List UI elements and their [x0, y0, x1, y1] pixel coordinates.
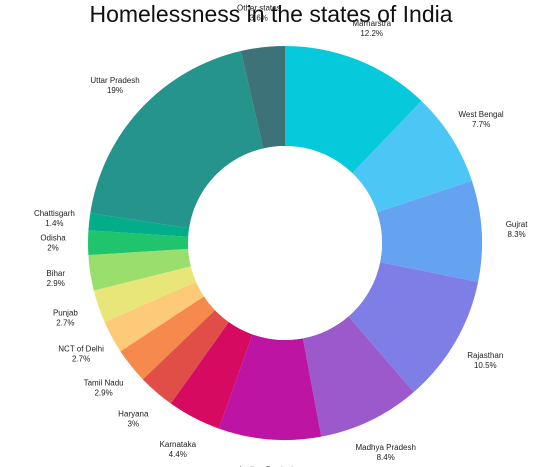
label-other-states: Other states 3.6%	[237, 4, 281, 23]
label-rajasthan: Rajasthan 10.5%	[467, 351, 503, 370]
slice-andhra-pradesh	[218, 334, 322, 440]
label-name: Punjab	[53, 309, 78, 318]
label-tamil-nadu: Tamil Nadu 2.9%	[84, 379, 124, 398]
label-value: 2%	[47, 244, 59, 253]
label-value: 2.7%	[56, 319, 74, 328]
label-value: 8.3%	[507, 230, 525, 239]
label-punjab: Punjab 2.7%	[53, 309, 78, 328]
slice-tamil-nadu	[120, 296, 215, 380]
label-name: Uttar Pradesh	[90, 76, 139, 85]
slice-uttar-pradesh	[90, 51, 264, 229]
label-value: 1.4%	[45, 219, 63, 228]
label-madhya-pradesh: Madhya Pradesh 8.4%	[355, 443, 415, 462]
label-name: Tamil Nadu	[84, 379, 124, 388]
label-value: 10.5%	[474, 361, 497, 370]
label-name: Rajasthan	[467, 351, 503, 360]
label-chattisgarh: Chattisgarh 1.4%	[34, 209, 75, 228]
label-value: 7.7%	[472, 120, 490, 129]
label-uttar-pradesh: Uttar Pradesh 19%	[90, 76, 139, 95]
label-name: Chattisgarh	[34, 209, 75, 218]
label-marharstra: Marharstra 12.2%	[352, 19, 391, 38]
label-bihar: Bihar 2.9%	[46, 269, 65, 288]
donut-slices	[88, 46, 482, 440]
slice-punjab	[93, 266, 197, 323]
label-value: 12.2%	[360, 29, 383, 38]
label-name: West Bengal	[458, 110, 503, 119]
slice-marharstra	[285, 46, 422, 174]
slice-haryana	[142, 310, 229, 404]
slice-odisha	[88, 230, 189, 256]
slice-labels: Marharstra 12.2% West Bengal 7.7% Gujrat 8.3%…	[34, 4, 528, 467]
label-value: 8.4%	[377, 453, 395, 462]
label-west-bengal: West Bengal 7.7%	[458, 110, 503, 129]
label-name: Haryana	[118, 410, 149, 419]
slice-west-bengal	[352, 100, 472, 213]
label-name: Madhya Pradesh	[355, 443, 415, 452]
label-odisha: Odisha 2%	[40, 234, 66, 253]
slice-other-states	[240, 46, 285, 149]
slice-madhya-pradesh	[302, 316, 414, 437]
label-value: 4.4%	[169, 450, 187, 459]
label-value: 3%	[128, 420, 140, 429]
label-karnataka: Karnataka 4.4%	[160, 440, 197, 459]
label-nct-of-delhi: NCT of Delhi 2.7%	[58, 345, 104, 364]
slice-chattisgarh	[88, 213, 190, 237]
slice-rajasthan	[348, 262, 479, 393]
slice-karnataka	[170, 322, 253, 429]
label-name: Gujrat	[506, 220, 529, 229]
label-name: Bihar	[46, 269, 65, 278]
label-name: Andhra Pradesh	[238, 465, 296, 467]
label-name: NCT of Delhi	[58, 345, 104, 354]
slice-bihar	[88, 248, 191, 291]
chart-title: Homelessness in the states of India	[89, 1, 453, 27]
label-value: 2.7%	[72, 355, 90, 364]
label-gujrat: Gujrat 8.3%	[506, 220, 529, 239]
label-name: Other states	[237, 4, 281, 13]
donut-hole	[188, 146, 382, 340]
label-name: Odisha	[40, 234, 66, 243]
label-name: Karnataka	[160, 440, 197, 449]
label-value: 19%	[107, 86, 123, 95]
label-value: 3.6%	[250, 14, 268, 23]
label-haryana: Haryana 3%	[118, 410, 149, 429]
label-value: 2.9%	[47, 279, 65, 288]
slice-gujrat	[377, 180, 482, 283]
label-value: 2.9%	[94, 389, 112, 398]
slice-nct-of-delhi	[104, 281, 204, 352]
label-name: Marharstra	[352, 19, 391, 28]
